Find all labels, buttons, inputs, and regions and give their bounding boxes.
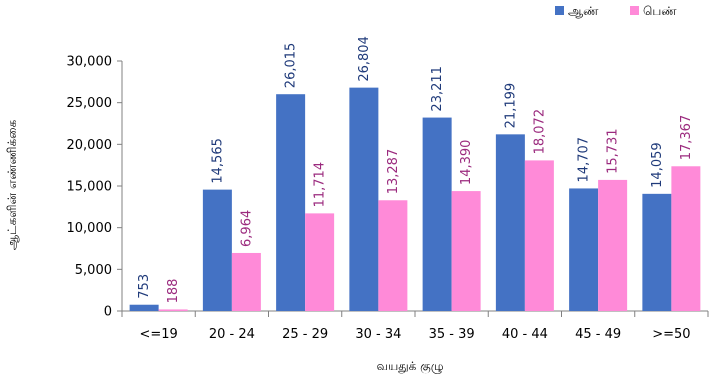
x-tick-label: >=50 <box>652 327 690 342</box>
x-tick-label: <=19 <box>139 327 177 342</box>
bar-male <box>642 193 672 311</box>
x-tick-label: 35 - 39 <box>429 327 475 342</box>
y-tick-label: 25,000 <box>67 96 113 111</box>
legend-label-male: ஆண் <box>568 4 599 18</box>
data-label-male: 23,211 <box>430 66 445 112</box>
bar-male <box>202 189 232 311</box>
data-label-female: 13,287 <box>386 149 401 195</box>
bar-male <box>569 188 599 311</box>
bar-female <box>158 309 188 311</box>
bar-male <box>276 94 306 311</box>
y-tick-label: 30,000 <box>67 55 113 70</box>
y-tick-label: 5,000 <box>75 263 112 278</box>
bar-female <box>598 179 628 311</box>
data-labels: 753 14,565 26,015 26,804 23,211 21,199 14,707 1… <box>137 36 694 303</box>
data-label-male: 14,707 <box>577 137 592 183</box>
data-label-female: 6,964 <box>239 210 254 247</box>
bar-female <box>305 213 335 311</box>
y-axis-title: ஆட்களின் எண்ணிக்கை <box>5 120 19 251</box>
data-label-female: 14,390 <box>459 140 474 186</box>
y-tick-label: 15,000 <box>67 180 113 195</box>
data-label-female: 15,731 <box>606 128 621 174</box>
bar-male <box>422 117 452 311</box>
legend-swatch-female <box>630 6 639 15</box>
bar-female <box>231 252 261 311</box>
data-label-male: 26,015 <box>284 43 299 89</box>
x-tick-label: 25 - 29 <box>282 327 328 342</box>
bar-male <box>495 134 525 311</box>
x-axis-title: வயதுக் குழு <box>376 359 443 374</box>
data-label-male: 21,199 <box>503 83 518 129</box>
bar-male <box>129 304 159 311</box>
data-label-female: 17,367 <box>679 115 694 161</box>
data-label-female: 188 <box>166 279 181 304</box>
data-label-male: 14,059 <box>650 142 665 188</box>
data-label-female: 18,072 <box>532 109 547 155</box>
y-tick-label: 0 <box>104 305 112 320</box>
bar-female <box>378 200 408 311</box>
y-tick-label: 20,000 <box>67 138 113 153</box>
x-tick-label: 30 - 34 <box>355 327 401 342</box>
bar-female <box>524 160 554 311</box>
bar-female <box>451 191 481 311</box>
data-label-male: 26,804 <box>357 36 372 82</box>
legend: ஆண் பெண் <box>555 4 677 18</box>
bar-male <box>349 87 379 311</box>
x-tick-label: 45 - 49 <box>575 327 621 342</box>
x-tick-label: 20 - 24 <box>209 327 255 342</box>
y-tick-label: 10,000 <box>67 221 113 236</box>
x-tick-label: 40 - 44 <box>502 327 548 342</box>
bars <box>129 87 701 311</box>
legend-swatch-male <box>555 6 564 15</box>
y-axis: 0 5,000 10,000 15,000 20,000 25,000 30,000 <box>67 55 123 320</box>
x-axis: <=19 20 - 24 25 - 29 30 - 34 35 - 39 40 - 44 4… <box>121 310 709 342</box>
data-label-male: 14,565 <box>210 138 225 184</box>
legend-label-female: பெண் <box>643 4 677 18</box>
bar-female <box>671 166 701 311</box>
data-label-female: 11,714 <box>313 162 328 208</box>
data-label-male: 753 <box>137 274 152 299</box>
